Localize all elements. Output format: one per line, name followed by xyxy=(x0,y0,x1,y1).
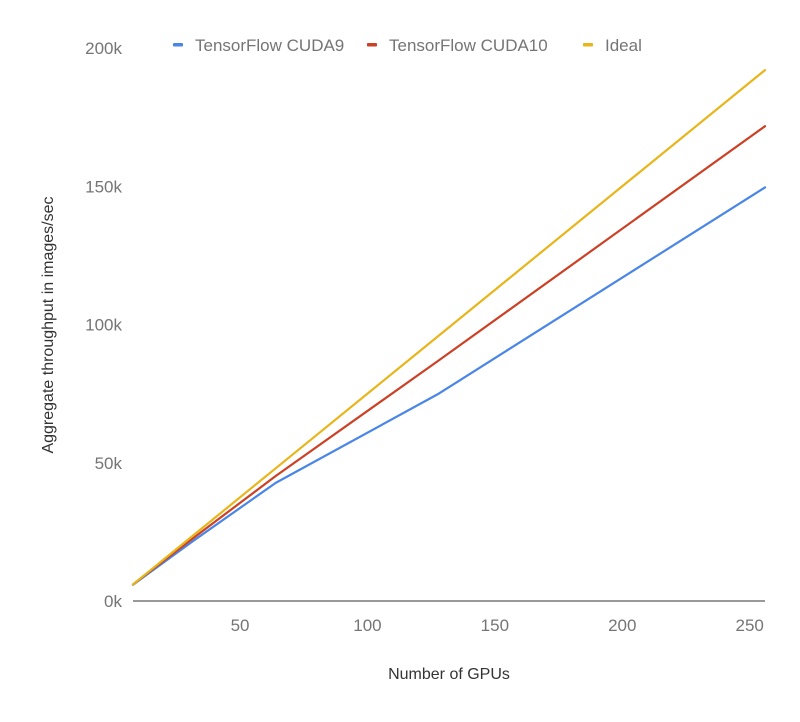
y-tick-label: 50k xyxy=(95,454,123,473)
legend-label: TensorFlow CUDA9 xyxy=(195,36,344,55)
x-tick-label: 150 xyxy=(481,616,509,635)
y-tick-label: 150k xyxy=(85,177,122,196)
legend-swatch xyxy=(173,43,183,47)
legend: TensorFlow CUDA9 TensorFlow CUDA10 Ideal xyxy=(173,36,642,55)
y-axis-ticks: 0k 50k 100k 150k 200k xyxy=(85,39,122,611)
y-tick-label: 0k xyxy=(104,592,122,611)
x-tick-label: 50 xyxy=(231,616,250,635)
legend-label: Ideal xyxy=(605,36,642,55)
x-tick-label: 100 xyxy=(353,616,381,635)
x-axis-ticks: 50 100 150 200 250 xyxy=(231,616,764,635)
series-line-ideal xyxy=(131,68,767,586)
y-tick-label: 200k xyxy=(85,39,122,58)
x-tick-label: 250 xyxy=(736,616,764,635)
legend-swatch xyxy=(367,43,377,47)
y-axis-title: Aggregate throughput in images/sec xyxy=(40,196,57,453)
series-lines xyxy=(131,68,767,586)
y-tick-label: 100k xyxy=(85,316,122,335)
legend-swatch xyxy=(583,43,593,47)
legend-label: TensorFlow CUDA10 xyxy=(389,36,548,55)
x-tick-label: 200 xyxy=(608,616,636,635)
series-line-tensorflow-cuda9 xyxy=(131,186,767,586)
x-axis-title: Number of GPUs xyxy=(388,666,510,683)
